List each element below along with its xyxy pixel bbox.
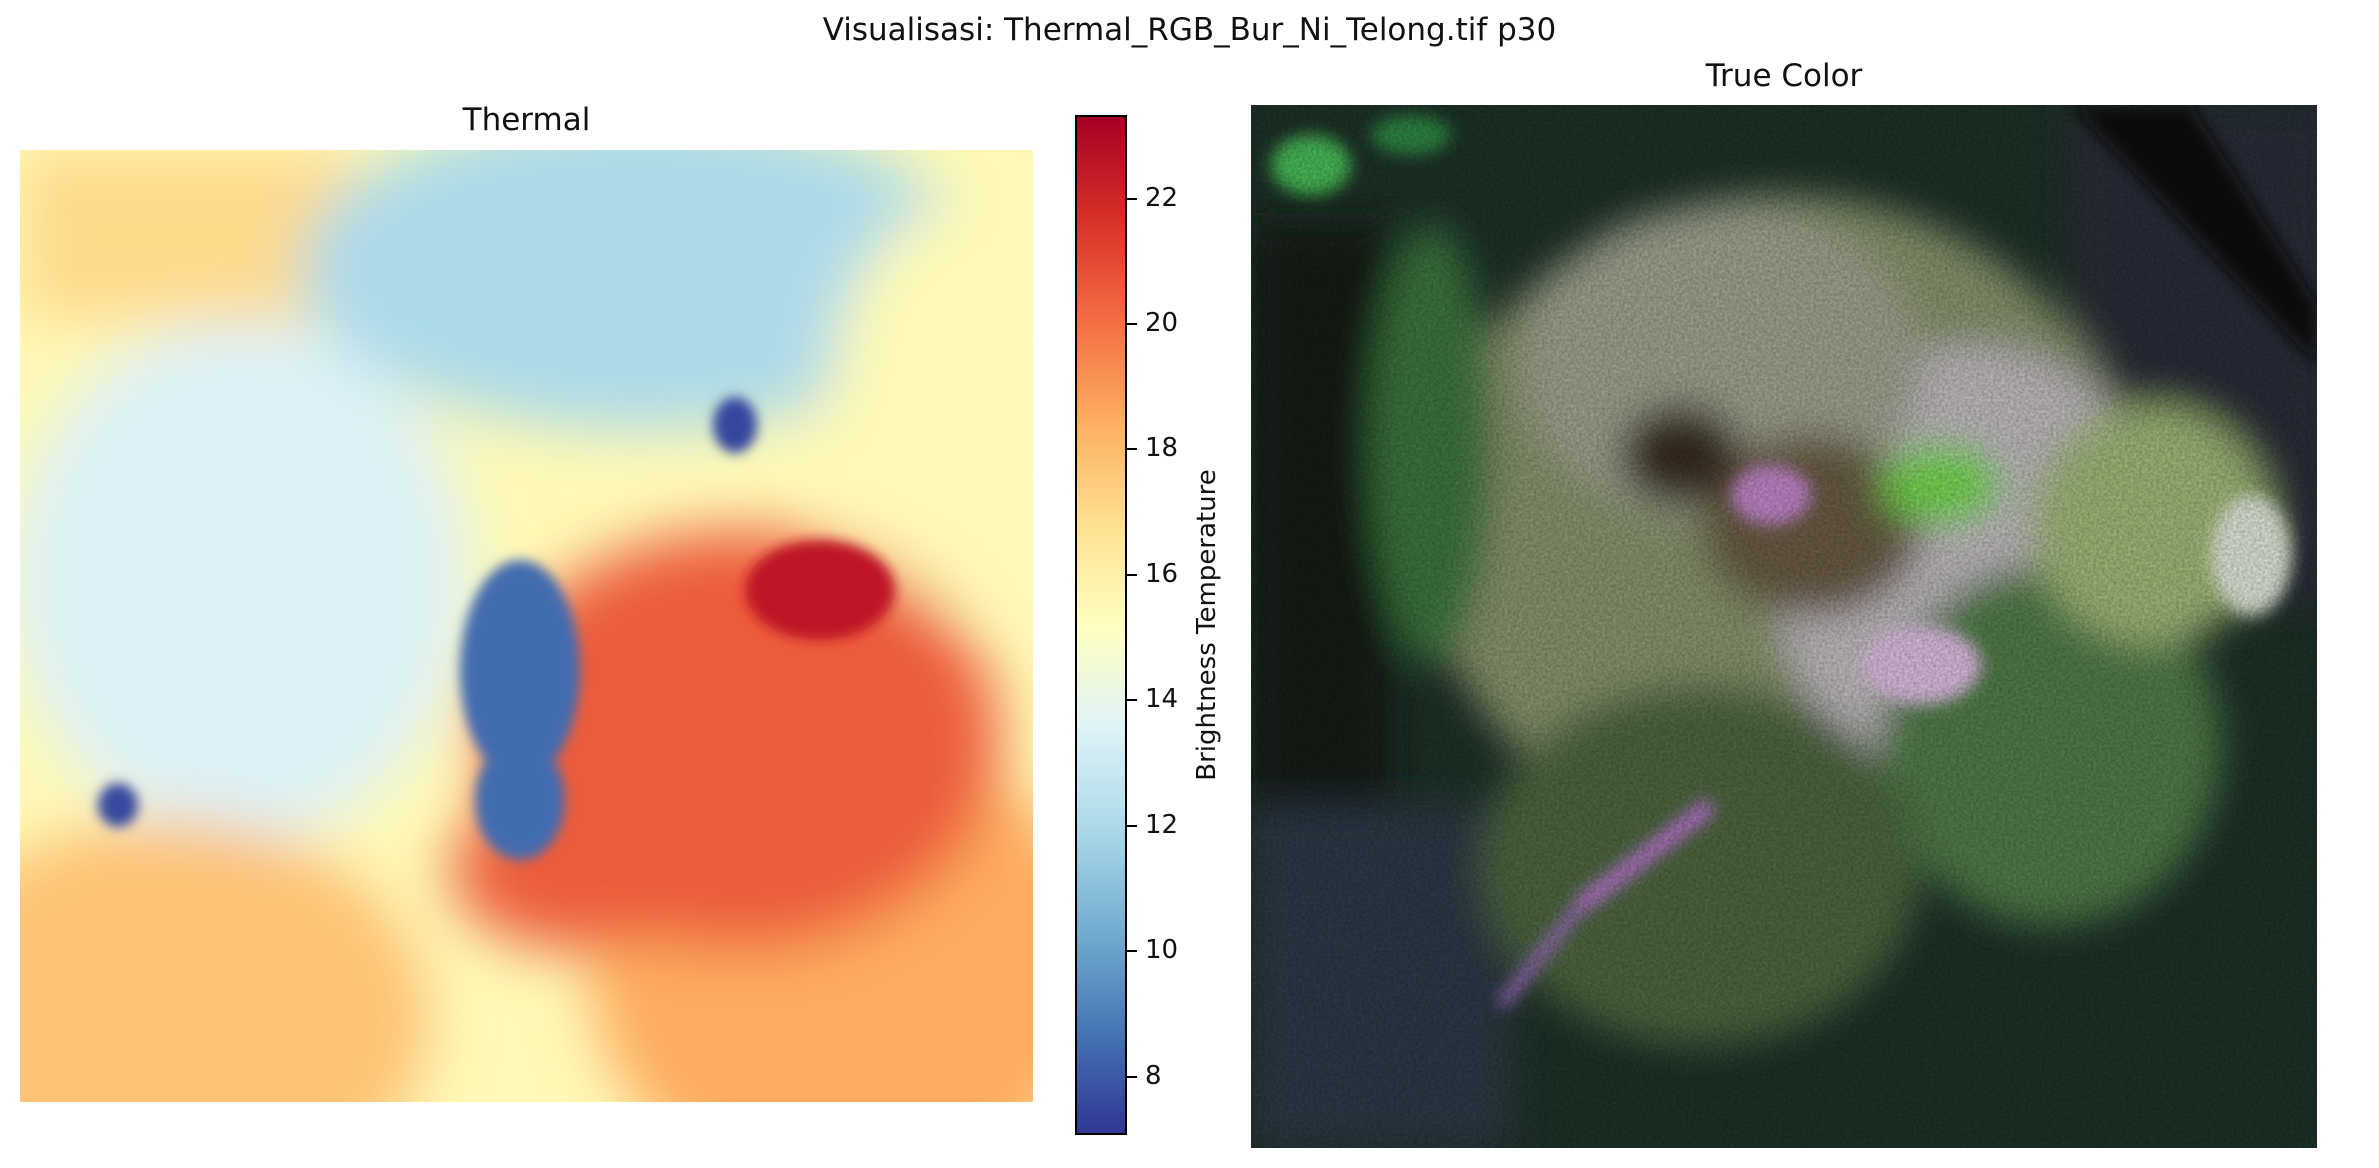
heatmap-region-northeast-edge bbox=[830, 210, 1033, 610]
colorbar-tick-label: 14 bbox=[1145, 684, 1179, 715]
thermal-panel-title: Thermal bbox=[462, 102, 591, 138]
true-color-panel-title: True Color bbox=[1705, 58, 1863, 94]
colorbar-tick-label: 16 bbox=[1145, 558, 1179, 589]
colorbar-tick-label: 18 bbox=[1145, 433, 1179, 464]
colorbar-label: Brightness Temperature bbox=[1192, 469, 1222, 781]
heatmap-region-west-slopes bbox=[20, 320, 470, 840]
heatmap-region-west-slopes bbox=[115, 610, 225, 690]
colorbar-tick-label: 12 bbox=[1145, 809, 1179, 840]
heatmap-region-cold-river-west-center bbox=[475, 740, 565, 860]
heatmap-region-cold-river-west-center bbox=[460, 560, 580, 780]
colorbar-tick bbox=[1127, 573, 1137, 576]
true-color-image bbox=[1251, 105, 2317, 1148]
colorbar-tick bbox=[1127, 448, 1137, 451]
colorbar-tick-label: 10 bbox=[1145, 935, 1179, 966]
colorbar-tick-label: 22 bbox=[1145, 182, 1179, 213]
figure-title: Visualisasi: Thermal_RGB_Bur_Ni_Telong.t… bbox=[822, 12, 1557, 48]
colorbar-tick bbox=[1127, 322, 1137, 325]
colorbar-tick bbox=[1127, 197, 1137, 200]
colorbar bbox=[1075, 115, 1127, 1135]
colorbar-tick bbox=[1127, 699, 1137, 702]
heatmap-region-northern-cool-band bbox=[300, 150, 980, 430]
thermal-heatmap-svg bbox=[20, 150, 1033, 1102]
colorbar-gradient bbox=[1077, 117, 1125, 1133]
heatmap-region-warm-summit bbox=[745, 540, 895, 640]
heatmap-region-southwest-lowland bbox=[20, 820, 430, 1102]
colorbar-tick-label: 20 bbox=[1145, 307, 1179, 338]
thermal-heatmap bbox=[20, 150, 1033, 1102]
colorbar-tick bbox=[1127, 950, 1137, 953]
heatmap-region-cold-pocket-north bbox=[713, 397, 757, 453]
colorbar-tick bbox=[1127, 824, 1137, 827]
true-color-image-svg bbox=[1251, 105, 2317, 1148]
heatmap-region-northwest-plateau bbox=[20, 150, 350, 320]
heatmap-region-cold-spot-southwest bbox=[98, 783, 138, 827]
colorbar-tick-label: 8 bbox=[1145, 1060, 1162, 1091]
colorbar-tick bbox=[1127, 1075, 1137, 1078]
